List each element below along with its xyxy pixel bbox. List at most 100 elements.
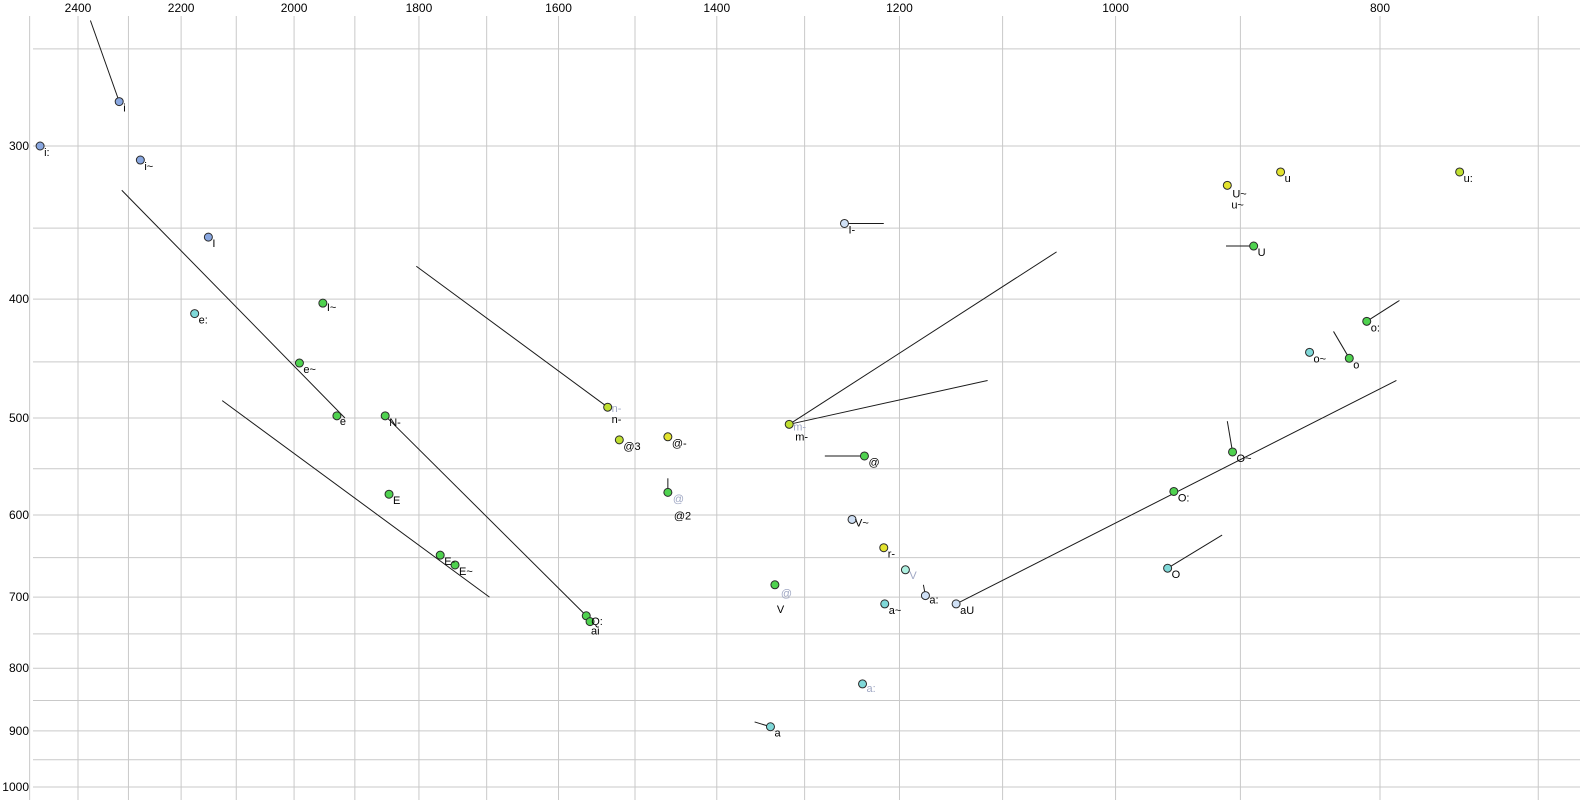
point-label: u: <box>1464 173 1473 185</box>
data-point <box>603 402 613 412</box>
point-label: E <box>393 495 400 507</box>
point-label: O~ <box>1237 453 1252 465</box>
y-tick-label: 300 <box>9 139 29 153</box>
point-label: o: <box>1371 322 1380 334</box>
point-label: U~ <box>1232 188 1246 200</box>
point-label: m- <box>793 421 806 433</box>
data-point <box>880 599 890 609</box>
data-point <box>35 141 45 151</box>
point-label: V~ <box>855 517 869 529</box>
point-label: a~ <box>889 605 902 617</box>
point-label: a: <box>929 595 938 607</box>
data-point <box>1344 353 1354 363</box>
data-point <box>450 560 460 570</box>
x-tick-label: 2200 <box>168 1 195 15</box>
trajectory-line <box>221 400 490 598</box>
data-point <box>770 580 780 590</box>
data-point <box>1276 167 1286 177</box>
point-label: i~ <box>144 161 153 173</box>
data-point <box>203 232 213 242</box>
data-point <box>614 435 624 445</box>
point-label: O: <box>1178 492 1190 504</box>
trajectory-line <box>1167 534 1223 569</box>
point-label: i <box>123 103 125 115</box>
point-label: ai <box>591 626 600 638</box>
point-label: @2 <box>674 510 691 522</box>
point-label: Q: <box>591 616 603 628</box>
point-label: U <box>1258 247 1266 259</box>
point-label: u~ <box>1231 199 1244 211</box>
data-point <box>879 543 889 553</box>
point-label: o~ <box>1314 353 1327 365</box>
data-point <box>858 679 868 689</box>
data-point <box>859 451 869 461</box>
point-label: O <box>1172 569 1181 581</box>
x-tick-label: 1400 <box>703 1 730 15</box>
y-tick-label: 600 <box>9 508 29 522</box>
data-point <box>1455 167 1465 177</box>
y-tick-label: 700 <box>9 590 29 604</box>
point-label: E~ <box>459 566 473 578</box>
data-point <box>765 722 775 732</box>
x-tick-label: 1800 <box>406 1 433 15</box>
data-point <box>663 432 673 442</box>
data-point <box>951 599 961 609</box>
point-label: a <box>774 728 781 740</box>
y-tick-label: 1000 <box>2 780 29 794</box>
point-label: I <box>212 238 215 250</box>
trajectory-line <box>89 20 120 102</box>
data-point <box>114 97 124 107</box>
point-label: V <box>909 570 917 582</box>
trajectory-line <box>1366 300 1400 322</box>
y-tick-label: 800 <box>9 661 29 675</box>
data-point <box>847 514 857 524</box>
data-point <box>380 411 390 421</box>
point-label: @3 <box>623 441 640 453</box>
point-label: n- <box>612 414 622 426</box>
point-label: V <box>777 604 785 616</box>
point-label: @- <box>672 438 687 450</box>
point-label: I~ <box>327 302 336 314</box>
data-point <box>332 411 342 421</box>
data-point <box>1362 316 1372 326</box>
data-point <box>1169 486 1179 496</box>
data-point <box>663 487 673 497</box>
trajectory-line <box>1226 421 1234 453</box>
x-tick-label: 2000 <box>281 1 308 15</box>
x-tick-label: 1200 <box>886 1 913 15</box>
point-label: a: <box>867 683 876 695</box>
data-point <box>1163 563 1173 573</box>
point-label: i: <box>44 147 50 159</box>
y-tick-label: 900 <box>9 724 29 738</box>
x-tick-label: 1000 <box>1102 1 1129 15</box>
data-point <box>1222 180 1232 190</box>
data-point <box>294 358 304 368</box>
data-point <box>435 550 445 560</box>
x-tick-label: 2400 <box>65 1 92 15</box>
data-point <box>190 309 200 319</box>
data-point <box>1249 241 1259 251</box>
point-label: @ <box>868 457 879 469</box>
data-point <box>784 419 794 429</box>
point-label: e <box>340 416 346 428</box>
trajectory-line <box>121 189 346 419</box>
data-point <box>135 155 145 165</box>
point-label: e~ <box>303 364 316 376</box>
point-label: E- <box>444 556 455 568</box>
trajectory-line <box>788 251 1057 425</box>
data-point <box>585 617 595 627</box>
point-label: o <box>1353 359 1359 371</box>
data-point <box>384 489 394 499</box>
x-tick-label: 1600 <box>545 1 572 15</box>
point-label: @ <box>673 493 684 505</box>
data-point <box>900 565 910 575</box>
y-tick-label: 400 <box>9 292 29 306</box>
point-label: e: <box>199 315 208 327</box>
data-point <box>318 298 328 308</box>
data-point <box>1228 447 1238 457</box>
data-point <box>1305 347 1315 357</box>
point-label: aU <box>960 605 974 617</box>
point-label: I- <box>848 224 855 236</box>
